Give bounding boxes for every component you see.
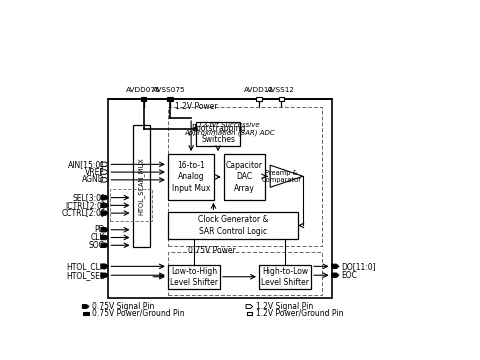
Text: DO[11:0]: DO[11:0] <box>341 262 375 271</box>
Bar <box>224 154 264 200</box>
Bar <box>141 96 146 101</box>
Text: HTOL_CLK: HTOL_CLK <box>66 262 105 271</box>
Text: AVDD12: AVDD12 <box>244 86 274 93</box>
Text: ICTRL[2:0]: ICTRL[2:0] <box>65 201 105 210</box>
Polygon shape <box>101 228 108 232</box>
Polygon shape <box>101 203 108 208</box>
Bar <box>168 212 298 239</box>
Polygon shape <box>101 177 108 182</box>
Polygon shape <box>101 273 108 278</box>
Bar <box>110 189 152 221</box>
Bar <box>168 154 215 200</box>
Polygon shape <box>332 273 339 278</box>
Bar <box>108 99 332 298</box>
Bar <box>132 125 150 247</box>
Bar <box>196 122 240 146</box>
Bar <box>167 96 172 101</box>
Text: CLK: CLK <box>90 233 105 242</box>
Text: AGND: AGND <box>82 175 105 184</box>
Bar <box>259 265 311 288</box>
Polygon shape <box>101 162 108 167</box>
Text: 12-bit Successive
Approximation (SAR) ADC: 12-bit Successive Approximation (SAR) AD… <box>184 122 275 136</box>
Text: 16-to-1
Analog
Input Mux: 16-to-1 Analog Input Mux <box>172 161 210 193</box>
Polygon shape <box>101 235 108 240</box>
Text: SOC: SOC <box>89 241 105 250</box>
Text: Clock Generator &
SAR Control Logic: Clock Generator & SAR Control Logic <box>198 215 268 235</box>
Bar <box>168 252 322 296</box>
Text: Bootstrapping
Switches: Bootstrapping Switches <box>191 124 245 144</box>
Text: SEL[3:0]: SEL[3:0] <box>72 193 105 202</box>
Polygon shape <box>101 195 108 200</box>
Polygon shape <box>246 305 252 309</box>
Bar <box>168 265 220 288</box>
Polygon shape <box>101 170 108 174</box>
Text: High-to-Low
Level Shifter: High-to-Low Level Shifter <box>261 267 309 287</box>
Text: VREF: VREF <box>85 168 105 177</box>
Polygon shape <box>270 165 303 187</box>
Text: Low-to-High
Level Shifter: Low-to-High Level Shifter <box>170 267 218 287</box>
Text: PD: PD <box>94 225 105 234</box>
Polygon shape <box>101 264 108 269</box>
Text: 0.75V Power: 0.75V Power <box>188 246 236 255</box>
Text: 1.2V Signal Pin: 1.2V Signal Pin <box>256 302 313 311</box>
Text: Preamp &
Comparator: Preamp & Comparator <box>262 170 301 183</box>
Text: HTOL_SEL: HTOL_SEL <box>67 271 105 280</box>
Text: EOC: EOC <box>341 271 357 280</box>
Polygon shape <box>332 264 339 269</box>
Text: 1.2V Power: 1.2V Power <box>175 102 218 111</box>
Text: Capacitor
DAC
Array: Capacitor DAC Array <box>226 161 263 193</box>
Text: 0.75V Signal Pin: 0.75V Signal Pin <box>92 302 155 311</box>
Bar <box>84 311 89 315</box>
Text: 0.75V Power/Ground Pin: 0.75V Power/Ground Pin <box>92 309 185 318</box>
Text: 1.2V Power/Ground Pin: 1.2V Power/Ground Pin <box>256 309 343 318</box>
Polygon shape <box>101 243 108 247</box>
Text: AVDD075: AVDD075 <box>126 86 161 93</box>
Text: AVSS075: AVSS075 <box>154 86 186 93</box>
Text: CCTRL[2:0]: CCTRL[2:0] <box>62 209 105 218</box>
Bar <box>256 96 262 101</box>
Bar <box>247 311 252 315</box>
Text: HTOL_SCAN_MUX: HTOL_SCAN_MUX <box>138 157 145 215</box>
Bar <box>168 107 322 246</box>
Text: AVSS12: AVSS12 <box>267 86 295 93</box>
Polygon shape <box>83 305 89 309</box>
Polygon shape <box>101 211 108 215</box>
Bar <box>278 96 284 101</box>
Text: AIN[15:0]: AIN[15:0] <box>68 160 105 169</box>
